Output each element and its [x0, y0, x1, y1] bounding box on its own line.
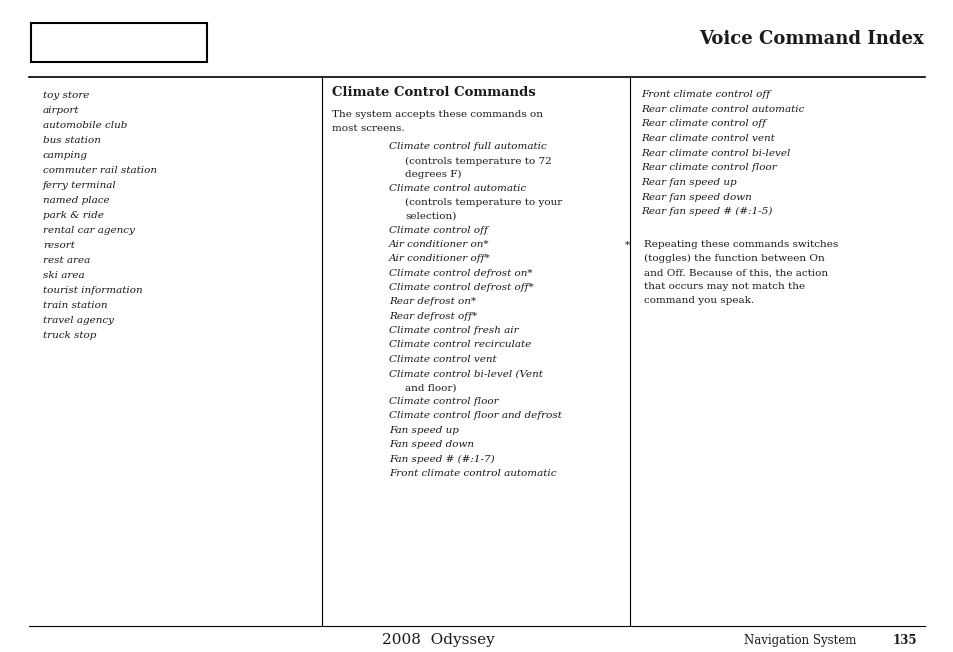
Text: selection): selection): [405, 212, 456, 221]
Text: Front climate control automatic: Front climate control automatic: [389, 469, 557, 478]
Text: park & ride: park & ride: [43, 211, 104, 220]
Text: most screens.: most screens.: [332, 124, 404, 133]
Text: Climate control floor and defrost: Climate control floor and defrost: [389, 411, 561, 421]
Text: Rear climate control off: Rear climate control off: [640, 119, 765, 128]
Text: that occurs may not match the: that occurs may not match the: [643, 282, 804, 291]
Text: commuter rail station: commuter rail station: [43, 166, 156, 175]
Text: The system accepts these commands on: The system accepts these commands on: [332, 110, 542, 119]
Text: Climate Control Commands: Climate Control Commands: [332, 86, 536, 99]
Text: *: *: [624, 240, 629, 249]
Text: Rear defrost on*: Rear defrost on*: [389, 297, 476, 306]
Bar: [30, 23, 207, 62]
Text: Fan speed # (#:1-7): Fan speed # (#:1-7): [389, 454, 495, 464]
Text: Rear climate control vent: Rear climate control vent: [640, 134, 774, 143]
Text: rental car agency: rental car agency: [43, 226, 134, 235]
Text: toy store: toy store: [43, 91, 90, 100]
Text: rest area: rest area: [43, 256, 91, 265]
Text: bus station: bus station: [43, 136, 101, 145]
Text: Fan speed down: Fan speed down: [389, 440, 474, 449]
Text: Rear climate control automatic: Rear climate control automatic: [640, 104, 803, 113]
Text: Rear climate control floor: Rear climate control floor: [640, 163, 776, 172]
Text: Climate control recirculate: Climate control recirculate: [389, 340, 531, 349]
Text: Climate control floor: Climate control floor: [389, 397, 498, 406]
Text: ski area: ski area: [43, 271, 85, 280]
Text: airport: airport: [43, 106, 79, 115]
Text: Climate control automatic: Climate control automatic: [389, 184, 526, 193]
Text: resort: resort: [43, 241, 74, 250]
Text: Climate control off: Climate control off: [389, 226, 488, 235]
Text: Air conditioner on*: Air conditioner on*: [389, 240, 489, 249]
Text: ferry terminal: ferry terminal: [43, 181, 116, 190]
Text: (toggles) the function between On: (toggles) the function between On: [643, 254, 823, 263]
Text: Rear fan speed down: Rear fan speed down: [640, 192, 751, 201]
Text: Front climate control off: Front climate control off: [640, 90, 769, 99]
Text: Climate control defrost on*: Climate control defrost on*: [389, 269, 533, 278]
Text: (controls temperature to your: (controls temperature to your: [405, 198, 562, 207]
Text: automobile club: automobile club: [43, 121, 127, 130]
Text: named place: named place: [43, 196, 110, 205]
Text: travel agency: travel agency: [43, 316, 113, 325]
Text: Voice Command Index: Voice Command Index: [698, 30, 923, 48]
Text: Fan speed up: Fan speed up: [389, 426, 458, 435]
Text: Repeating these commands switches: Repeating these commands switches: [643, 240, 838, 249]
Text: camping: camping: [43, 151, 88, 160]
Text: tourist information: tourist information: [43, 286, 142, 295]
Text: Climate control defrost off*: Climate control defrost off*: [389, 283, 534, 292]
Text: Air conditioner off*: Air conditioner off*: [389, 254, 491, 263]
Text: and Off. Because of this, the action: and Off. Because of this, the action: [643, 268, 827, 277]
Text: 2008  Odyssey: 2008 Odyssey: [382, 633, 495, 647]
Text: Climate control fresh air: Climate control fresh air: [389, 326, 518, 335]
Text: Climate control full automatic: Climate control full automatic: [389, 142, 546, 151]
Text: degrees F): degrees F): [405, 170, 461, 179]
Text: truck stop: truck stop: [43, 331, 96, 340]
Text: Navigation System: Navigation System: [743, 634, 856, 647]
Text: Rear fan speed up: Rear fan speed up: [640, 178, 736, 187]
Text: train station: train station: [43, 301, 108, 310]
Text: Rear climate control bi-level: Rear climate control bi-level: [640, 149, 790, 158]
Text: command you speak.: command you speak.: [643, 296, 753, 305]
Text: Rear fan speed # (#:1-5): Rear fan speed # (#:1-5): [640, 207, 772, 216]
Text: (controls temperature to 72: (controls temperature to 72: [405, 156, 552, 166]
Text: Rear defrost off*: Rear defrost off*: [389, 312, 477, 321]
Text: Climate control bi-level (Vent: Climate control bi-level (Vent: [389, 369, 542, 378]
Text: 135: 135: [892, 634, 917, 647]
Text: Climate control vent: Climate control vent: [389, 355, 497, 364]
Text: and floor): and floor): [405, 383, 456, 393]
